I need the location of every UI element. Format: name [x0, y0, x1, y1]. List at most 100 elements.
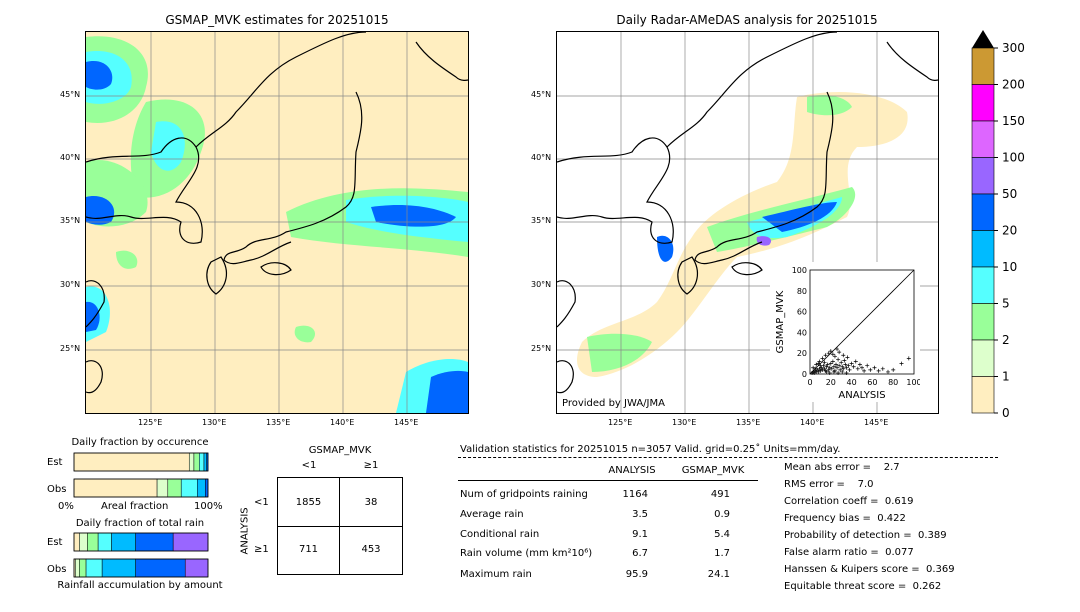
left-rain-areas — [86, 36, 468, 413]
occurrence-bar-est-segment — [188, 452, 195, 472]
rain-area — [807, 95, 852, 116]
right-map-title: Daily Radar-AMeDAS analysis for 20251015 — [616, 13, 878, 27]
rain-area — [657, 235, 674, 262]
scatter-point — [832, 354, 837, 359]
colorbar-tick-label: 10 — [1002, 260, 1017, 274]
total-rain-bar-est-segment — [79, 532, 88, 552]
contingency-title: GSMAP_MVK — [308, 445, 372, 456]
scatter-point — [823, 353, 828, 358]
contingency-col-lt: <1 — [301, 460, 317, 471]
scatter-point — [815, 367, 820, 372]
scatter-point — [830, 352, 835, 357]
occurrence-obs-label: Obs — [47, 484, 67, 495]
contingency-cell-11: 1855 — [295, 497, 322, 508]
contingency-col-ge: ≥1 — [363, 460, 379, 471]
right-lon-125: 125°E — [608, 418, 633, 427]
scatter-point — [843, 362, 848, 367]
scatter-point — [842, 358, 847, 363]
scatter-point — [865, 363, 870, 368]
scatter-point — [840, 369, 845, 374]
scatter-ytick-label: 80 — [797, 287, 807, 296]
scatter-point — [872, 365, 877, 370]
scatter-point — [899, 361, 904, 366]
total-rain-bars — [73, 532, 209, 578]
provided-by-label: Provided by JWA/JMA — [562, 398, 665, 409]
contingency-cell-12: 38 — [364, 497, 378, 508]
occurrence-bar-obs-segment — [167, 478, 182, 498]
scatter-point — [831, 369, 836, 374]
total-rain-bar-est-segment — [135, 532, 174, 552]
score-frequency-bias: Frequency bias = 0.422 — [784, 513, 906, 524]
left-coastlines — [86, 32, 468, 394]
scatter-point — [906, 356, 911, 361]
contingency-row-axis: ANALYSIS — [239, 507, 251, 555]
scatter-point — [851, 364, 856, 369]
scatter-point — [849, 361, 854, 366]
left-lon-125: 125°E — [138, 418, 163, 427]
occurrence-axis-right: 100% — [194, 501, 223, 512]
total-rain-title: Daily fraction of total rain — [75, 518, 205, 529]
left-lat-45: 45°N — [60, 90, 81, 99]
total-rain-est-label: Est — [47, 537, 63, 548]
scatter-point — [845, 355, 850, 360]
stat-gsmap-average: 0.9 — [714, 509, 730, 520]
scatter-point — [835, 347, 840, 352]
total-rain-bar-obs-segment — [135, 558, 186, 578]
scatter-point — [824, 364, 829, 369]
total-rain-bar-est-segment — [172, 532, 209, 552]
left-lat-25: 25°N — [60, 344, 81, 353]
score-correlation: Correlation coeff = 0.619 — [784, 496, 914, 507]
occurrence-bar-est-segment — [199, 452, 205, 472]
rain-area — [371, 205, 456, 227]
scatter-point — [830, 359, 835, 364]
total-rain-bar-est-segment — [73, 532, 80, 552]
colorbar-segment — [971, 376, 995, 414]
rain-area — [151, 121, 185, 171]
scatter-ytick-label: 0 — [802, 370, 807, 379]
contingency-row-ge: ≥1 — [254, 544, 269, 555]
colorbar-segment — [971, 157, 995, 195]
scatter-point — [816, 361, 821, 366]
right-lat-40: 40°N — [531, 153, 552, 162]
scatter-point — [831, 364, 836, 369]
scatter-point — [828, 361, 833, 366]
rain-area — [294, 325, 316, 343]
scatter-point — [829, 366, 834, 371]
occurrence-bars — [73, 452, 209, 498]
right-map[interactable]: Provided by JWA/JMA — [556, 31, 939, 414]
colorbar-segment — [971, 47, 995, 85]
total-rain-bar-obs-segment — [184, 558, 209, 578]
colorbar-segment — [971, 339, 995, 377]
right-coastlines — [557, 32, 938, 394]
left-map-svg — [86, 32, 468, 413]
scatter-ylabel: GSMAP_MVK — [775, 290, 786, 353]
scatter-point — [816, 369, 821, 374]
scatter-point — [847, 367, 852, 372]
colorbar-segment — [971, 193, 995, 231]
scatter-point — [838, 367, 843, 372]
scatter-point — [891, 367, 896, 372]
validation-divider — [458, 457, 998, 458]
right-lat-30: 30°N — [531, 280, 552, 289]
scatter-point — [868, 367, 873, 372]
scatter-point — [822, 366, 827, 371]
total-rain-bar-obs-segment — [75, 558, 80, 578]
scatter-point — [840, 364, 845, 369]
scatter-point — [826, 351, 831, 356]
colorbar-segment — [971, 84, 995, 122]
total-rain-bar-obs-segment — [79, 558, 87, 578]
scatter-point — [841, 353, 846, 358]
score-mae: Mean abs error = 2.7 — [784, 462, 900, 473]
stat-analysis-gridpoints: 1164 — [622, 489, 648, 500]
scatter-xtick-label: 60 — [867, 378, 877, 387]
occurrence-est-label: Est — [47, 457, 63, 468]
scatter-point — [813, 366, 818, 371]
scatter-point — [844, 365, 849, 370]
left-lat-30: 30°N — [60, 280, 81, 289]
left-map[interactable] — [85, 31, 469, 414]
score-hk: Hanssen & Kuipers score = 0.369 — [784, 564, 955, 575]
stat-label-gridpoints: Num of gridpoints raining — [460, 489, 588, 500]
scatter-ytick-label: 60 — [797, 308, 807, 317]
scatter-point — [825, 362, 830, 367]
